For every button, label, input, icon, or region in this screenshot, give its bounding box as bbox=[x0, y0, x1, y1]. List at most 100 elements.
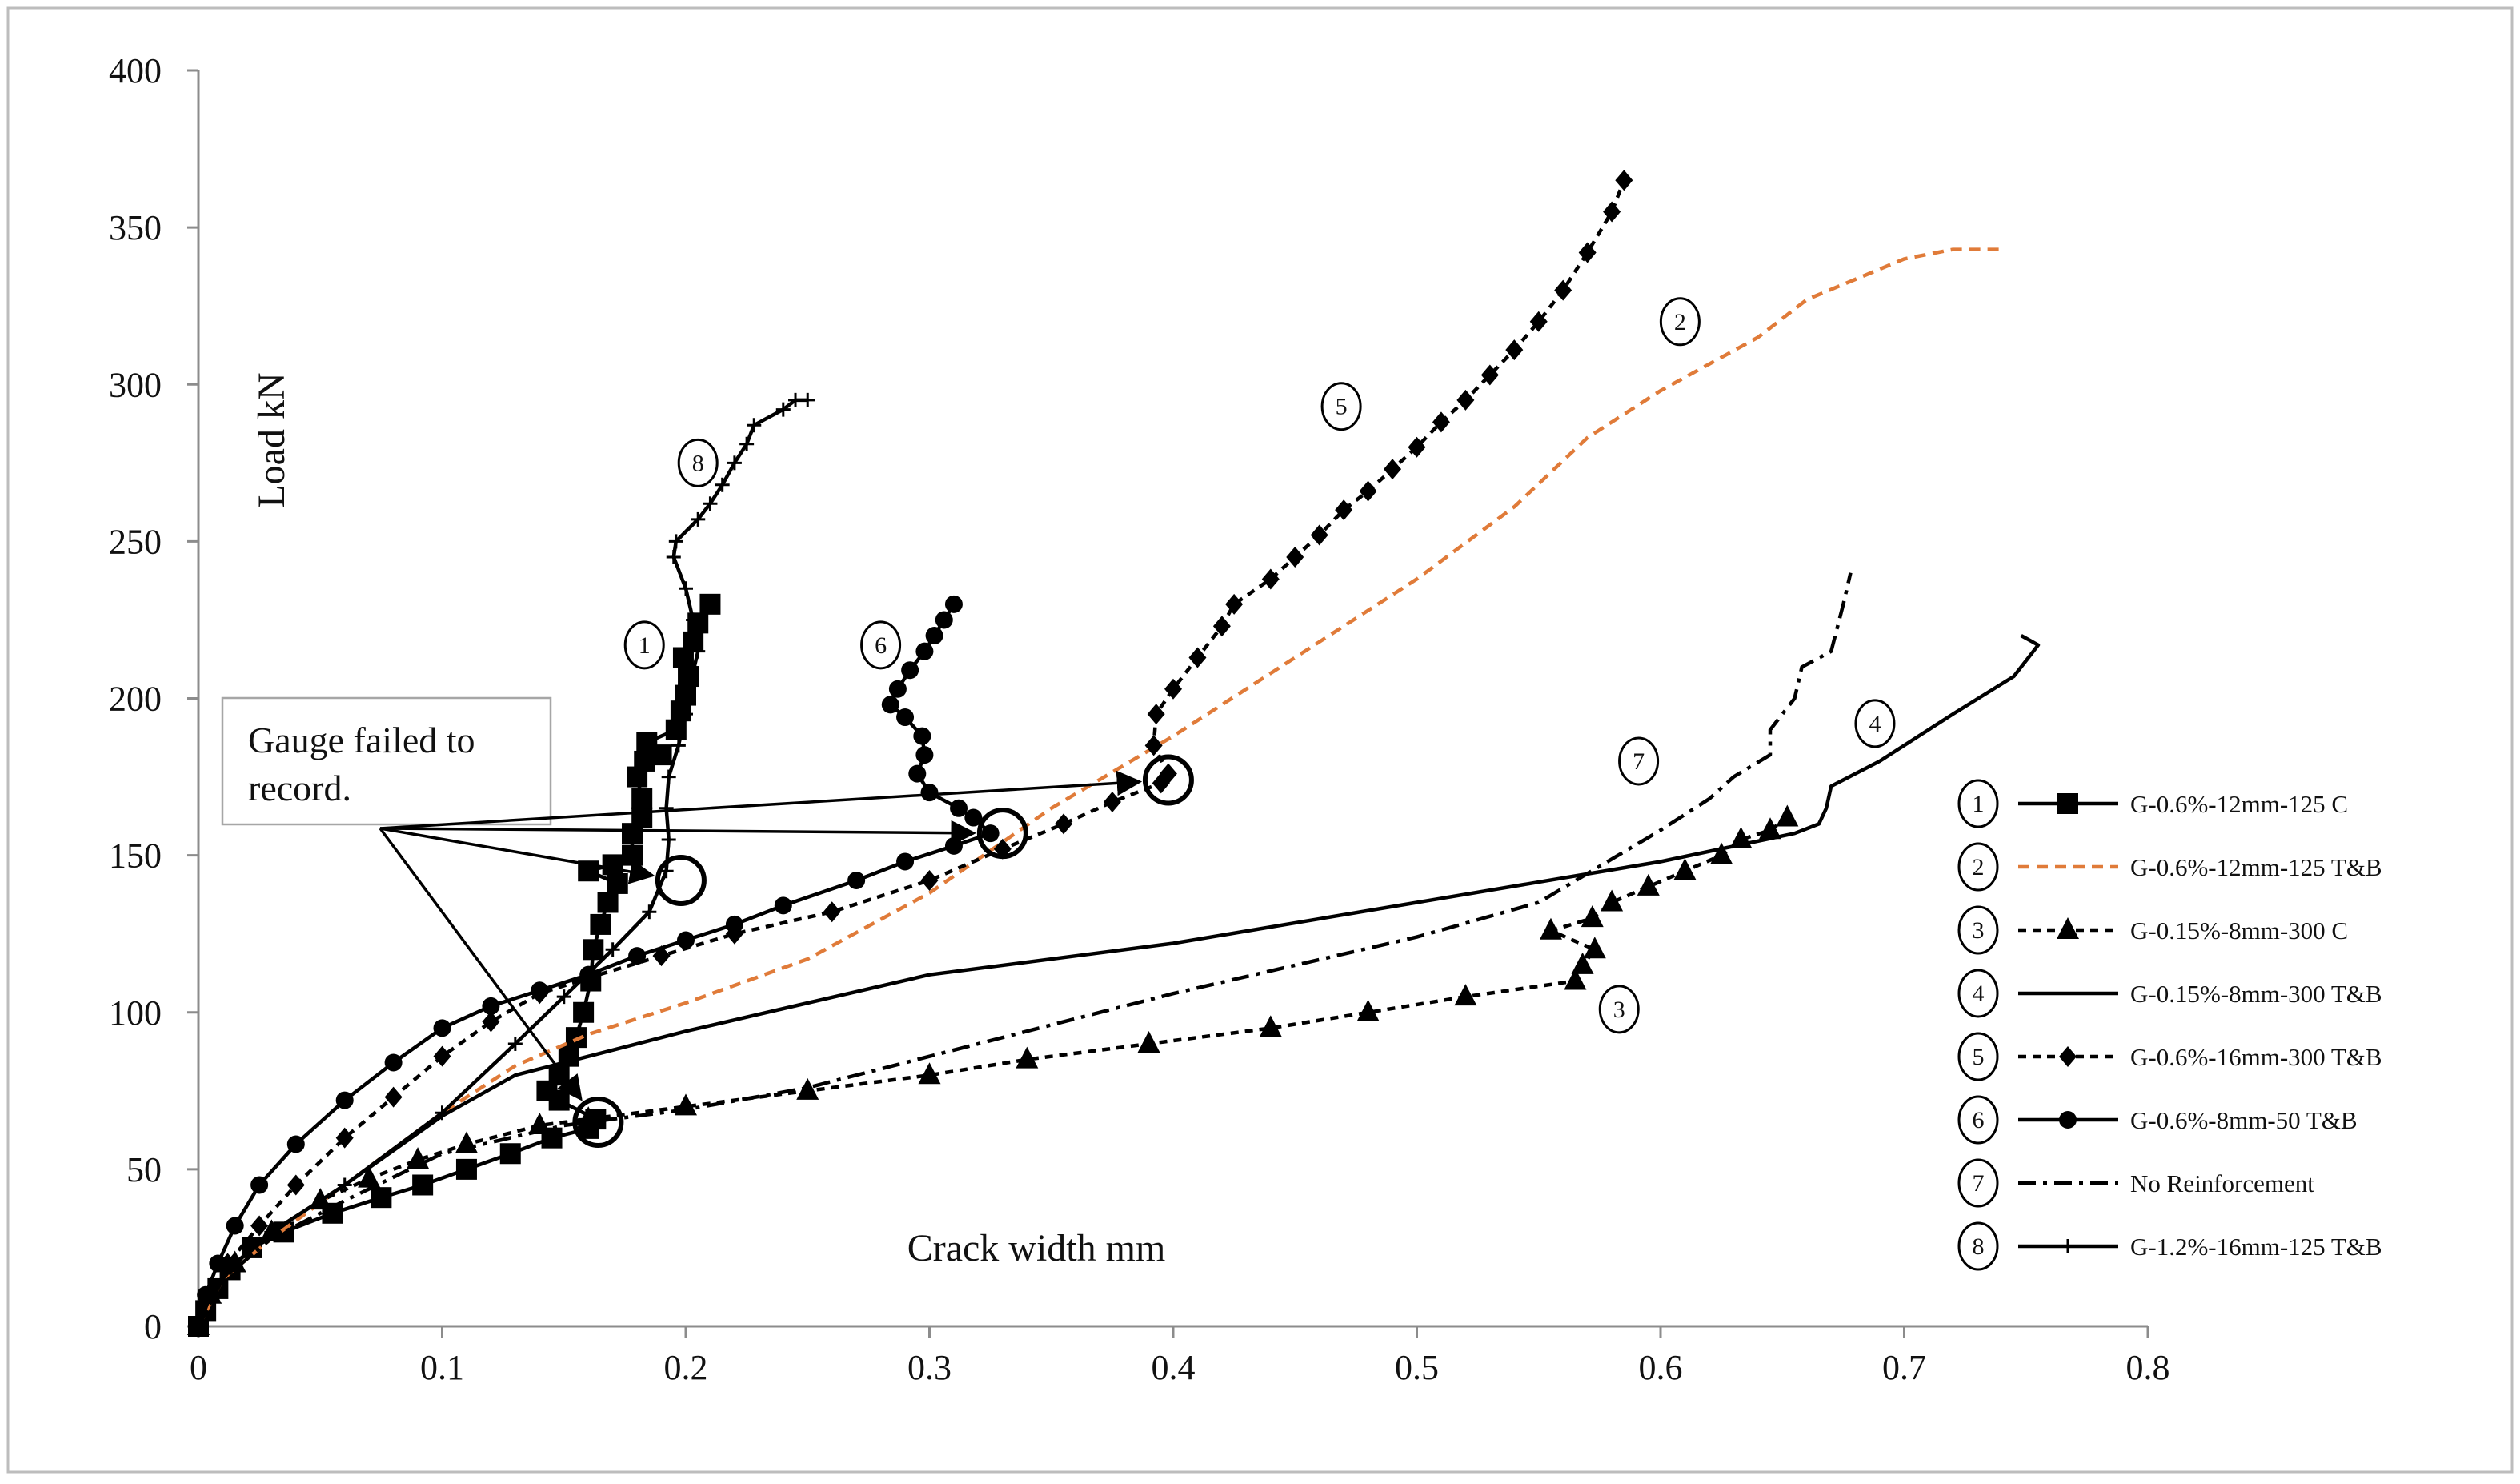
series-8: 8 bbox=[191, 392, 815, 1334]
data-point bbox=[896, 708, 915, 727]
legend-item-1: 1 G-0.6%-12mm-125 C bbox=[1957, 779, 2348, 828]
data-point bbox=[209, 1254, 227, 1273]
data-point bbox=[800, 392, 815, 407]
series-number-label: 5 bbox=[1336, 394, 1348, 420]
annotation-box bbox=[221, 696, 552, 826]
data-point bbox=[371, 1187, 392, 1209]
data-point bbox=[1554, 279, 1572, 301]
data-point bbox=[607, 872, 628, 894]
legend-marker bbox=[2061, 1239, 2075, 1253]
data-point bbox=[1103, 791, 1121, 812]
data-point bbox=[226, 1217, 244, 1235]
data-point bbox=[335, 1091, 354, 1109]
data-point bbox=[1310, 524, 1328, 546]
data-point bbox=[679, 581, 693, 596]
data-point bbox=[725, 915, 743, 933]
x-tick-label: 0.5 bbox=[1395, 1348, 1439, 1387]
series-6: 6 bbox=[190, 595, 1000, 1335]
y-tick-label: 400 bbox=[109, 51, 162, 90]
data-point bbox=[950, 799, 968, 817]
data-point bbox=[435, 1105, 450, 1121]
data-point bbox=[1147, 704, 1165, 725]
legend-item-3: 3 G-0.15%-8mm-300 C bbox=[1957, 905, 2348, 955]
data-point bbox=[677, 931, 695, 949]
series-number-label: 7 bbox=[1633, 748, 1645, 775]
data-point bbox=[605, 942, 620, 957]
data-point bbox=[679, 707, 693, 722]
data-point bbox=[775, 402, 791, 417]
gauge-failure-marker bbox=[655, 855, 707, 907]
legend-item-8: 8 G-1.2%-16mm-125 T&B bbox=[1957, 1221, 2382, 1271]
data-point bbox=[739, 436, 755, 451]
data-point bbox=[659, 800, 674, 816]
legend-number-badge bbox=[1957, 779, 1999, 828]
y-tick-label: 150 bbox=[109, 836, 162, 876]
legend-item-4: 4 G-0.15%-8mm-300 T&B bbox=[1957, 969, 2382, 1018]
data-point bbox=[264, 1225, 279, 1240]
y-tick-label: 200 bbox=[109, 680, 162, 719]
data-point bbox=[1480, 364, 1499, 386]
y-tick-label: 350 bbox=[109, 208, 162, 247]
legend-label: G-1.2%-16mm-125 T&B bbox=[2130, 1233, 2382, 1261]
data-point bbox=[823, 901, 841, 923]
series-number-badge bbox=[1854, 699, 1896, 748]
data-point bbox=[482, 1011, 500, 1033]
series-number-badge bbox=[623, 620, 665, 670]
data-point bbox=[747, 418, 762, 433]
legend-number: 6 bbox=[1973, 1107, 1985, 1133]
data-point bbox=[915, 642, 934, 660]
data-point bbox=[337, 1177, 352, 1193]
data-point bbox=[661, 832, 676, 848]
y-axis-title: Load kN bbox=[250, 372, 293, 507]
data-point bbox=[433, 1019, 451, 1037]
data-point bbox=[715, 477, 730, 492]
data-point bbox=[920, 870, 939, 892]
y-tick-label: 100 bbox=[109, 993, 162, 1033]
data-point bbox=[1335, 499, 1353, 521]
legend-number: 4 bbox=[1973, 981, 1985, 1007]
annotation-arrow bbox=[379, 770, 1143, 830]
x-tick-label: 0.7 bbox=[1882, 1348, 1926, 1387]
legend-number-badge bbox=[1957, 1158, 1999, 1208]
legend-marker bbox=[2059, 1111, 2077, 1129]
legend-number: 3 bbox=[1973, 917, 1985, 944]
data-point bbox=[1016, 1046, 1039, 1069]
data-point bbox=[1529, 311, 1548, 332]
data-point bbox=[1710, 842, 1733, 864]
legend-number-badge bbox=[1957, 1221, 1999, 1271]
data-point bbox=[925, 627, 943, 645]
x-tick-label: 0.8 bbox=[2126, 1348, 2170, 1387]
legend-label: No Reinforcement bbox=[2130, 1169, 2314, 1197]
data-point bbox=[1505, 339, 1524, 361]
annotation-arrow bbox=[379, 827, 655, 884]
y-tick-label: 50 bbox=[126, 1150, 162, 1189]
data-point bbox=[1759, 817, 1782, 840]
legend-number: 1 bbox=[1973, 791, 1985, 817]
legend-label: G-0.15%-8mm-300 C bbox=[2130, 916, 2348, 945]
series-number-label: 8 bbox=[692, 450, 704, 476]
data-point bbox=[1286, 546, 1304, 568]
data-point bbox=[1356, 999, 1380, 1021]
series-number-badge bbox=[1320, 382, 1362, 431]
data-point bbox=[1261, 568, 1280, 590]
legend-marker bbox=[2057, 793, 2078, 814]
legend-number: 7 bbox=[1973, 1170, 1985, 1197]
data-point bbox=[622, 844, 643, 866]
data-point bbox=[668, 534, 683, 549]
data-point bbox=[691, 644, 706, 659]
data-point bbox=[1578, 242, 1597, 263]
x-tick-label: 0.3 bbox=[907, 1348, 952, 1387]
series-number-badge bbox=[1659, 297, 1701, 347]
legend-label: G-0.6%-8mm-50 T&B bbox=[2130, 1106, 2358, 1134]
series-number-badge bbox=[1618, 736, 1660, 786]
data-point bbox=[683, 631, 704, 652]
legend-label: G-0.6%-12mm-125 T&B bbox=[2130, 853, 2382, 881]
data-point bbox=[774, 896, 792, 915]
data-point bbox=[631, 807, 653, 828]
data-point bbox=[590, 913, 611, 935]
data-point bbox=[691, 511, 706, 527]
data-point bbox=[583, 939, 604, 961]
data-point bbox=[499, 1143, 521, 1165]
